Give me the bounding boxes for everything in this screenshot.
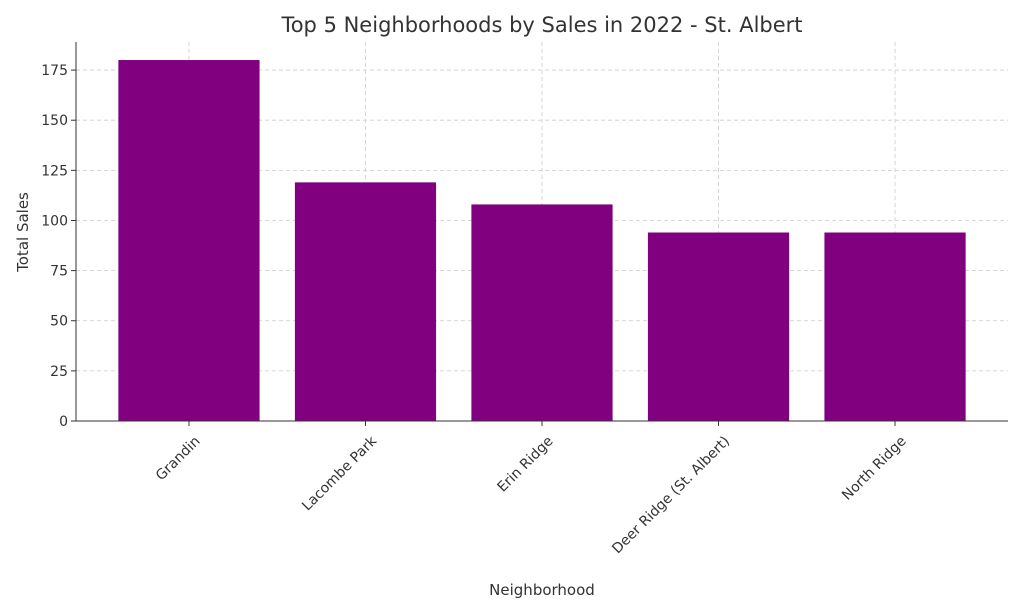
bar xyxy=(294,182,437,421)
y-tick-label: 100 xyxy=(41,213,68,229)
bar xyxy=(647,232,790,421)
y-tick-label: 175 xyxy=(41,63,68,79)
bar xyxy=(824,232,966,421)
x-tick-label: North Ridge xyxy=(839,433,909,503)
y-tick-label: 75 xyxy=(50,264,68,280)
bar xyxy=(471,204,613,421)
x-tick-label: Grandin xyxy=(153,433,204,484)
y-tick-label: 50 xyxy=(50,314,68,330)
x-tick-label: Erin Ridge xyxy=(495,433,557,495)
chart-title: Top 5 Neighborhoods by Sales in 2022 - S… xyxy=(280,13,802,37)
bar xyxy=(118,60,260,422)
x-tick-label: Lacombe Park xyxy=(299,433,381,515)
y-tick-label: 25 xyxy=(50,364,68,380)
x-tick-label: Deer Ridge (St. Albert) xyxy=(609,433,733,557)
y-axis-label: Total Sales xyxy=(14,192,32,273)
y-tick-label: 0 xyxy=(59,414,68,430)
x-axis-label: Neighborhood xyxy=(489,581,595,599)
y-tick-label: 125 xyxy=(41,163,68,179)
y-tick-label: 150 xyxy=(41,113,68,129)
